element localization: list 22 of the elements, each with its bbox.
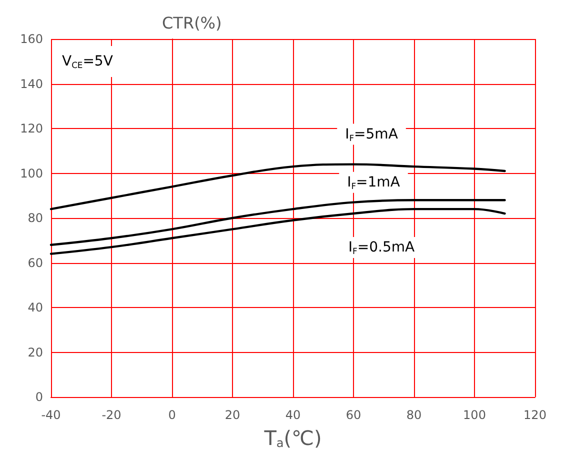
- y-tick-label: 140: [20, 76, 43, 91]
- x-tick-label: -40: [41, 408, 61, 422]
- line-series: [50, 163, 506, 210]
- y-tick-label: 60: [28, 256, 43, 270]
- y-tick-label: 0: [35, 390, 43, 404]
- line-series: [50, 208, 506, 255]
- y-tick-label: 160: [20, 32, 43, 46]
- y-axis-title: CTR(%): [162, 14, 222, 32]
- x-tick-label: 60: [346, 408, 362, 422]
- x-tick-label: 100: [463, 408, 486, 422]
- x-tick-label: 120: [524, 408, 546, 422]
- y-tick-label: 40: [28, 300, 43, 314]
- y-tick-label: 100: [20, 166, 43, 180]
- y-tick-label: 20: [28, 345, 43, 360]
- x-tick-label: -20: [102, 408, 122, 422]
- y-tick-label: 120: [20, 122, 43, 136]
- x-tick-label: 0: [168, 408, 176, 422]
- x-tick-label: 80: [406, 408, 422, 422]
- x-axis-title: Ta(℃): [263, 426, 322, 450]
- x-tick-label: 40: [285, 408, 301, 422]
- x-tick-label: 20: [224, 408, 240, 422]
- y-tick-label: 80: [28, 211, 43, 225]
